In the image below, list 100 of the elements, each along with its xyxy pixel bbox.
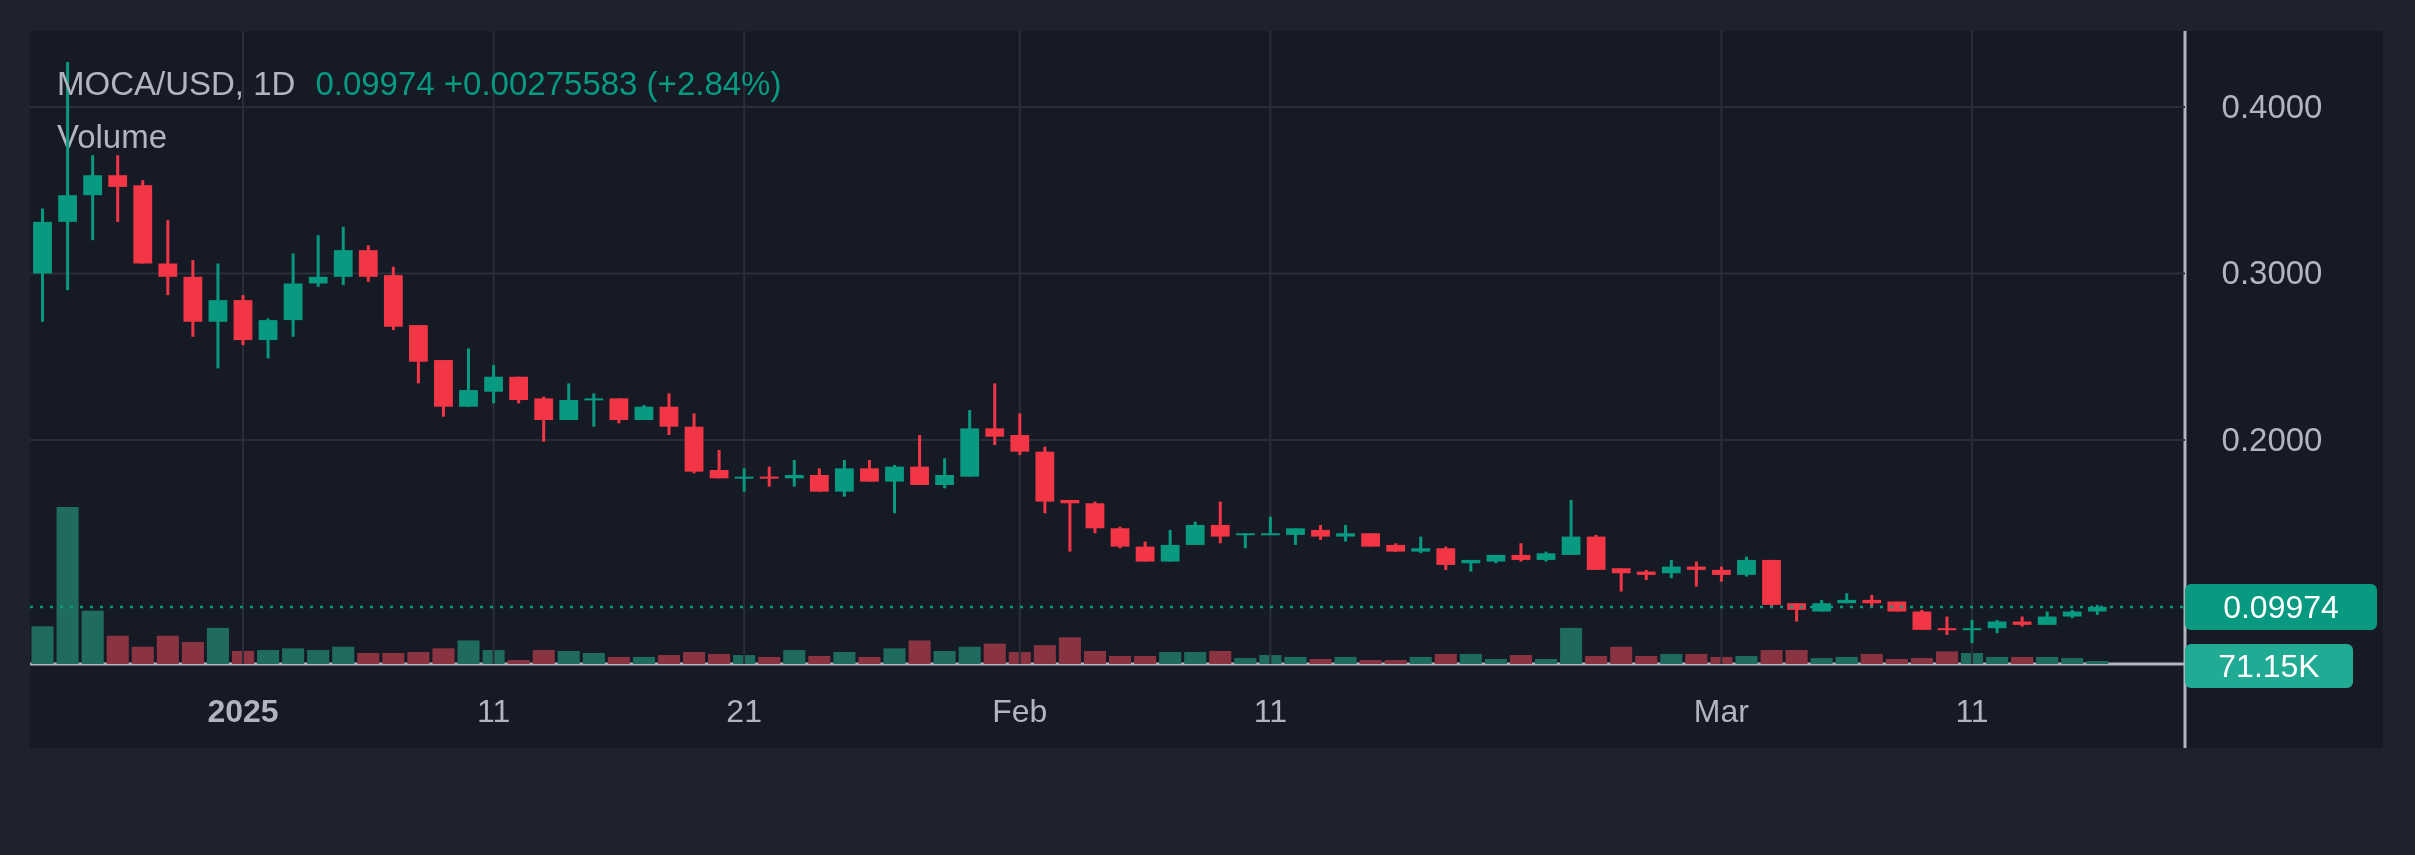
text: 0.09974 +0.00275583 (+2.84%) <box>315 65 782 102</box>
candlestick <box>1611 568 1631 592</box>
candlestick <box>308 235 328 287</box>
candlestick <box>659 393 679 436</box>
bar <box>2036 656 2059 664</box>
bar <box>407 652 430 664</box>
bar <box>1109 655 1132 664</box>
bar <box>1484 658 1507 664</box>
bar <box>257 650 280 664</box>
candlestick <box>1135 541 1155 562</box>
candlestick <box>208 263 228 369</box>
x-tick-label: 2025 <box>207 693 279 729</box>
candlestick <box>784 459 804 487</box>
y-tick-label: 0.3000 <box>2221 254 2323 292</box>
candlestick <box>1010 413 1030 455</box>
candlestick <box>1912 608 1932 630</box>
bar <box>1033 645 1056 664</box>
bar <box>432 648 455 664</box>
bar <box>1885 658 1908 664</box>
bar <box>282 648 305 664</box>
bar <box>783 650 806 664</box>
bar <box>1534 658 1558 664</box>
bar <box>532 650 555 664</box>
candlestick <box>1561 499 1581 555</box>
bar <box>1735 655 1758 664</box>
candlestick <box>734 468 754 492</box>
bar <box>1585 655 1608 664</box>
bar <box>56 507 79 664</box>
bar <box>1810 658 1833 664</box>
candlestick <box>709 450 729 479</box>
x-tick-label: 11 <box>476 693 511 729</box>
candlestick <box>1686 561 1706 587</box>
candlestick <box>1962 618 1982 645</box>
bar <box>632 656 655 664</box>
bar <box>1860 653 1883 664</box>
candlestick <box>885 464 904 514</box>
bar <box>482 650 505 664</box>
x-tick-label: Feb <box>992 693 1048 729</box>
candlestick <box>509 376 529 404</box>
bar <box>1935 651 1958 664</box>
bar <box>1685 653 1708 664</box>
bar <box>1159 652 1182 664</box>
bar <box>1409 656 1432 664</box>
text: 71.15K <box>2218 648 2320 684</box>
bar <box>1760 650 1783 664</box>
bar <box>1910 658 1933 664</box>
candlestick <box>985 383 1005 446</box>
bar <box>2061 658 2084 664</box>
bar <box>457 640 480 664</box>
bar <box>156 635 179 664</box>
bar <box>1434 653 1457 664</box>
bar <box>1008 652 1031 664</box>
bar <box>1209 650 1232 664</box>
bar <box>933 650 956 664</box>
bar <box>31 626 54 664</box>
bar <box>2086 661 2109 664</box>
bar <box>908 640 931 664</box>
y-tick-label: 0.2000 <box>2221 421 2323 459</box>
bar <box>1083 650 1106 664</box>
bar <box>1509 655 1532 664</box>
candlestick <box>83 155 103 242</box>
bar <box>958 646 981 664</box>
candlestick <box>1436 546 1456 570</box>
bar <box>332 646 355 664</box>
bar <box>81 610 104 664</box>
bar <box>808 655 831 664</box>
bar <box>181 642 204 664</box>
candlestick <box>484 365 503 404</box>
bar <box>1835 656 1858 664</box>
candlestick <box>158 220 178 297</box>
bar <box>1259 655 1282 664</box>
bar <box>206 627 229 664</box>
bar <box>1660 653 1683 664</box>
bar <box>507 660 530 664</box>
bar <box>1960 653 1984 664</box>
bar <box>983 643 1006 664</box>
bar <box>1134 655 1157 664</box>
candlestick <box>559 383 579 421</box>
x-tick-label: Mar <box>1693 693 1750 729</box>
candlestick <box>1787 603 1806 622</box>
bar <box>758 656 781 664</box>
candlestick <box>860 459 879 482</box>
bar <box>1384 660 1407 664</box>
bar <box>883 648 906 664</box>
candlestick <box>1110 526 1130 549</box>
bar <box>557 650 580 664</box>
bar <box>106 635 129 664</box>
bar <box>833 652 856 664</box>
candlestick <box>584 393 604 427</box>
bar <box>708 653 731 664</box>
bar <box>1359 660 1382 664</box>
bar <box>1058 637 1081 664</box>
bar <box>231 650 255 664</box>
bar <box>858 656 881 664</box>
bar <box>131 646 154 664</box>
x-tick-label: 21 <box>726 693 762 729</box>
candlestick <box>1937 616 1957 635</box>
bar <box>1710 656 1733 664</box>
bar <box>382 653 405 664</box>
bar <box>683 652 706 664</box>
